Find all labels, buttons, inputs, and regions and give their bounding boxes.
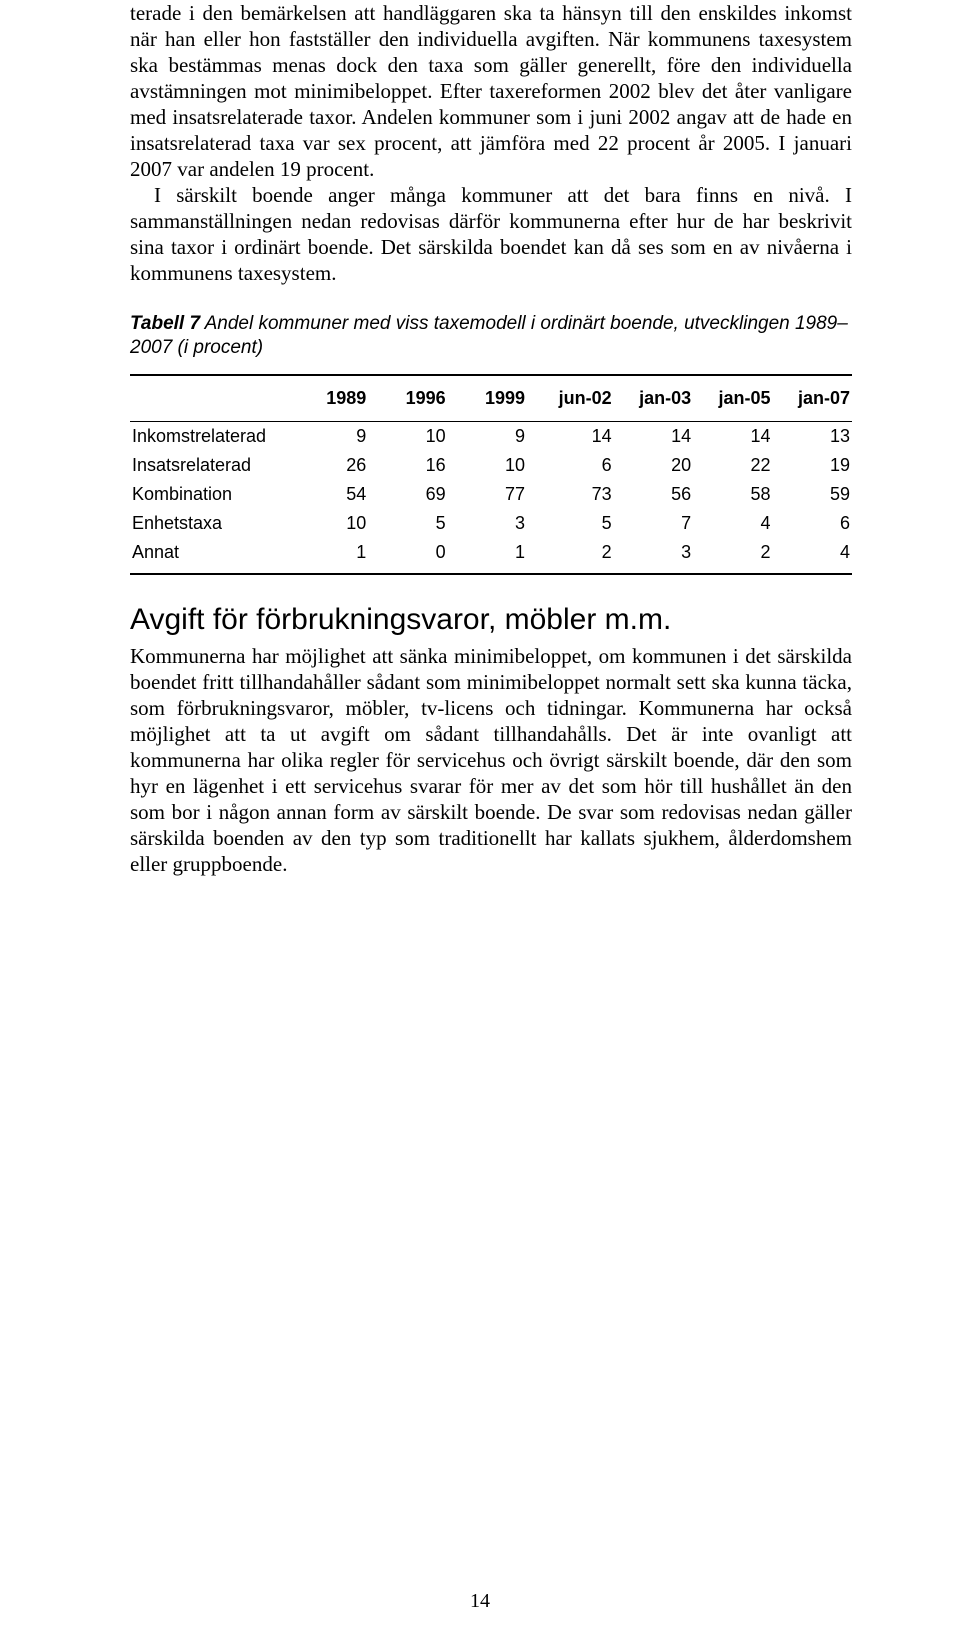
row-label: Insatsrelaterad: [130, 451, 289, 480]
table-row: Insatsrelaterad 26 16 10 6 20 22 19: [130, 451, 852, 480]
col-header: jan-07: [773, 375, 853, 422]
cell: 59: [773, 480, 853, 509]
paragraph-3: Kommunerna har möjlighet att sänka minim…: [130, 643, 852, 877]
paragraph-2: I särskilt boende anger många kommuner a…: [130, 182, 852, 286]
cell: 58: [693, 480, 772, 509]
cell: 10: [368, 421, 447, 451]
cell: 7: [614, 509, 693, 538]
table-bottom-rule: [130, 573, 852, 575]
cell: 3: [448, 509, 527, 538]
cell: 14: [527, 421, 614, 451]
cell: 69: [368, 480, 447, 509]
cell: 19: [773, 451, 853, 480]
cell: 14: [693, 421, 772, 451]
cell: 5: [368, 509, 447, 538]
col-header: 1989: [289, 375, 368, 422]
cell: 77: [448, 480, 527, 509]
cell: 9: [448, 421, 527, 451]
row-label: Kombination: [130, 480, 289, 509]
cell: 2: [693, 538, 772, 571]
cell: 5: [527, 509, 614, 538]
cell: 54: [289, 480, 368, 509]
cell: 10: [289, 509, 368, 538]
col-header: jan-03: [614, 375, 693, 422]
page-number: 14: [0, 1590, 960, 1613]
table-header-row: 1989 1996 1999 jun-02 jan-03 jan-05 jan-…: [130, 375, 852, 422]
cell: 26: [289, 451, 368, 480]
table-row: Annat 1 0 1 2 3 2 4: [130, 538, 852, 571]
col-header: 1999: [448, 375, 527, 422]
cell: 10: [448, 451, 527, 480]
cell: 1: [448, 538, 527, 571]
cell: 14: [614, 421, 693, 451]
cell: 4: [773, 538, 853, 571]
cell: 13: [773, 421, 853, 451]
cell: 6: [773, 509, 853, 538]
row-label: Enhetstaxa: [130, 509, 289, 538]
cell: 56: [614, 480, 693, 509]
table-caption-label: Tabell 7: [130, 313, 200, 334]
cell: 20: [614, 451, 693, 480]
col-header: jun-02: [527, 375, 614, 422]
table-caption-text: Andel kommuner med viss taxemodell i ord…: [130, 313, 848, 358]
cell: 22: [693, 451, 772, 480]
cell: 16: [368, 451, 447, 480]
col-header: 1996: [368, 375, 447, 422]
cell: 2: [527, 538, 614, 571]
cell: 6: [527, 451, 614, 480]
table-caption: Tabell 7 Andel kommuner med viss taxemod…: [130, 312, 852, 360]
table-row: Kombination 54 69 77 73 56 58 59: [130, 480, 852, 509]
cell: 3: [614, 538, 693, 571]
cell: 9: [289, 421, 368, 451]
page-container: terade i den bemärkelsen att handläggare…: [0, 0, 960, 1641]
table-row: Inkomstrelaterad 9 10 9 14 14 14 13: [130, 421, 852, 451]
row-label: Inkomstrelaterad: [130, 421, 289, 451]
cell: 0: [368, 538, 447, 571]
paragraph-1: terade i den bemärkelsen att handläggare…: [130, 0, 852, 182]
cell: 73: [527, 480, 614, 509]
cell: 4: [693, 509, 772, 538]
cell: 1: [289, 538, 368, 571]
col-header: [130, 375, 289, 422]
tax-model-table: 1989 1996 1999 jun-02 jan-03 jan-05 jan-…: [130, 374, 852, 571]
section-heading: Avgift för förbrukningsvaror, möbler m.m…: [130, 603, 852, 637]
col-header: jan-05: [693, 375, 772, 422]
table-row: Enhetstaxa 10 5 3 5 7 4 6: [130, 509, 852, 538]
row-label: Annat: [130, 538, 289, 571]
